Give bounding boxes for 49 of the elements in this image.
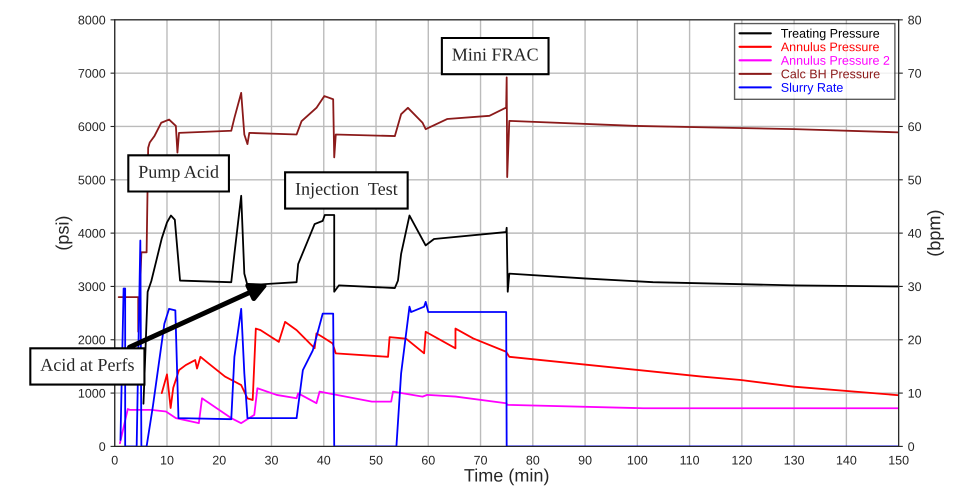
- x-tick-label: 110: [680, 456, 700, 465]
- x-tick-label: 90: [578, 456, 592, 465]
- legend-label: Annulus Pressure 2: [780, 56, 890, 65]
- y2-tick-label: 50: [908, 176, 922, 184]
- y2-tick-label: 40: [908, 228, 922, 238]
- y-tick-label: 2000: [78, 336, 106, 344]
- legend-label: Calc BH Pressure: [781, 69, 880, 78]
- x-tick-label: 70: [474, 456, 488, 465]
- x-tick-label: 50: [370, 456, 382, 465]
- line-series: [118, 76, 899, 333]
- y2-axis-title: (bpm): [927, 210, 944, 256]
- legend-label: Slurry Rate: [781, 82, 843, 94]
- x-tick-label: 40: [317, 456, 330, 465]
- legend-label: Treating Pressure: [781, 28, 880, 40]
- y-tick-label: 3000: [78, 282, 106, 292]
- y2-tick-label: 80: [908, 16, 922, 24]
- annotation: Mini FRAC: [452, 48, 538, 61]
- y-tick-label: 4000: [78, 228, 106, 238]
- x-tick-label: 60: [422, 456, 435, 465]
- y2-tick-label: 20: [908, 336, 922, 344]
- y2-tick-label: 0: [908, 442, 914, 452]
- x-tick-label: 30: [265, 456, 278, 465]
- line-series: [119, 387, 899, 444]
- y-tick-label: 6000: [78, 122, 106, 132]
- x-axis-title: Time (min): [464, 468, 548, 486]
- y-axis-title: (psi): [56, 216, 72, 250]
- annotation: Acid at Perfs: [40, 358, 134, 371]
- y-tick-label: 5000: [78, 176, 106, 184]
- x-tick-label: 130: [784, 456, 804, 465]
- y-tick-label: 1000: [78, 388, 106, 398]
- x-tick-label: 100: [628, 456, 648, 465]
- x-tick-label: 140: [836, 456, 856, 465]
- line-series: [160, 320, 899, 409]
- annotation: Pump Acid: [138, 165, 219, 182]
- x-tick-label: 10: [160, 456, 174, 465]
- annotation: Injection Test: [296, 182, 398, 199]
- y2-tick-label: 10: [908, 388, 922, 398]
- x-tick-label: 0: [112, 456, 118, 465]
- legend-label: Annulus Pressure: [780, 42, 879, 52]
- x-tick-label: 120: [732, 456, 752, 465]
- x-tick-label: 20: [212, 456, 226, 465]
- y-tick-label: 0: [99, 442, 106, 452]
- x-tick-label: 150: [889, 456, 909, 465]
- y2-tick-label: 60: [908, 122, 922, 132]
- y2-tick-label: 70: [908, 68, 922, 78]
- y2-tick-label: 30: [908, 282, 922, 292]
- y-tick-label: 7000: [78, 68, 106, 78]
- x-tick-label: 80: [526, 456, 540, 465]
- y-tick-label: 8000: [78, 16, 106, 24]
